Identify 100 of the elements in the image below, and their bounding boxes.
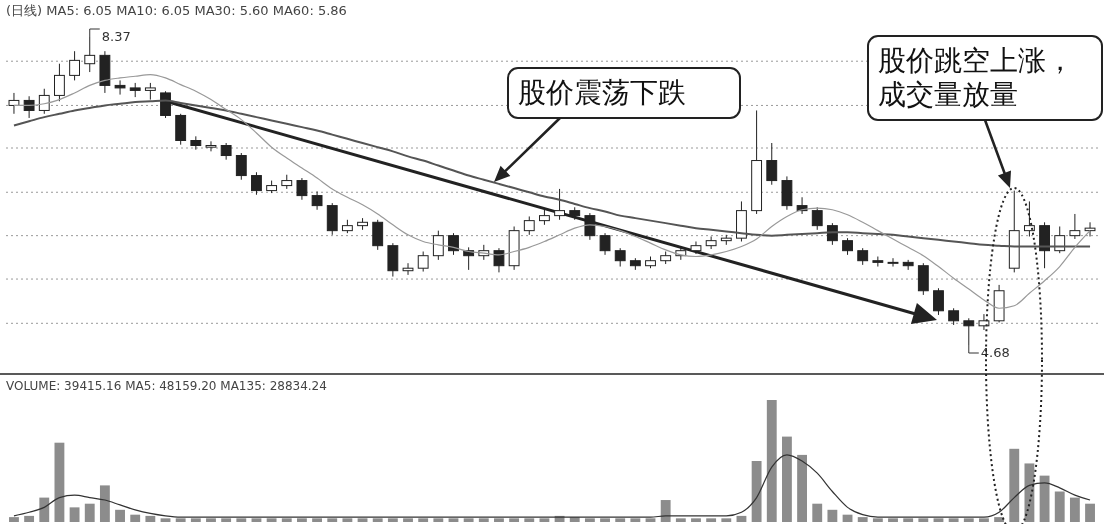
candlestick [811,206,823,231]
bar [1069,497,1080,522]
bar [994,517,1005,522]
candlestick [402,262,414,276]
candlestick [23,95,35,119]
candlestick [54,63,65,102]
candlestick [1069,213,1081,240]
candlestick [599,232,611,256]
candlestick [705,235,717,250]
bar [448,518,459,522]
bar [281,518,292,522]
annotation: 4.68 [980,345,1010,360]
bar [857,517,868,522]
bar [509,518,520,522]
bar [494,518,504,522]
bar [418,518,429,522]
bar [251,518,262,522]
bar [342,518,353,522]
bar [327,518,338,522]
candlestick [235,152,247,181]
bar [630,518,641,522]
candlestick [296,177,308,201]
bar [721,518,732,522]
bar [69,507,80,522]
bar [1085,503,1095,522]
bar [600,518,610,522]
candlestick [448,232,459,256]
bar [584,518,595,522]
bar [872,518,883,522]
bar [372,518,383,522]
bar [933,518,944,522]
candlestick [38,88,50,115]
bar [766,400,777,522]
bar [1009,448,1020,522]
bar [615,518,626,522]
annotation: 8.37 [101,29,131,44]
bar [190,518,201,522]
bar [645,518,656,522]
bar [175,518,186,522]
annotation: 股价跳空上涨，成交量放量 [878,44,1074,111]
bar [812,503,823,522]
bar [948,518,959,522]
bar [403,518,413,522]
candlestick [205,140,217,152]
candlestick [872,256,884,268]
bar [99,485,110,522]
bar [797,454,807,522]
bar [706,518,717,522]
bar [433,518,444,522]
bar [963,518,974,522]
bar [1054,491,1065,522]
annotation: 股价震荡下跌 [518,76,686,109]
bar [751,461,762,522]
candlestick [690,241,702,255]
bar [827,509,838,522]
chart-title: VOLUME: 39415.16 MA5: 48159.20 MA135: 28834.24 [6,379,327,393]
bar [387,518,398,522]
bar [206,518,216,522]
candlestick [584,212,596,241]
bar [84,503,95,522]
bar [1024,463,1035,522]
candlestick [963,317,975,346]
bar [691,518,701,522]
bar [524,518,535,522]
candlestick [251,171,262,196]
bar [781,436,792,522]
bar [979,518,989,522]
bar [54,442,65,522]
candlestick [84,36,96,73]
chart-title: (日线) MA5: 6.05 MA10: 6.05 MA30: 5.60 MA60: 5.86 [6,3,347,18]
bar [357,518,368,522]
bar [115,509,125,522]
candlestick [614,247,626,268]
bar [39,497,50,522]
candlestick [933,287,944,316]
bar [736,515,747,522]
candlestick [417,251,429,273]
bar [24,515,35,522]
bar [918,518,929,522]
candlestick [69,50,81,81]
bar [160,518,171,522]
candlestick [978,313,990,331]
bar [130,514,141,522]
candlestick [114,79,126,96]
bar [236,518,247,522]
bar [675,518,686,522]
candlestick [1023,200,1035,237]
bar [266,518,277,522]
bar [478,518,489,522]
candlestick [887,257,899,268]
candlestick [554,188,565,221]
candlestick [766,142,778,186]
candlestick [8,92,20,115]
bar [145,515,156,522]
bar [660,500,671,522]
candlestick [523,215,535,236]
bar [297,518,307,522]
bar [888,518,898,522]
candlestick [160,90,171,119]
candlestick [311,190,323,211]
